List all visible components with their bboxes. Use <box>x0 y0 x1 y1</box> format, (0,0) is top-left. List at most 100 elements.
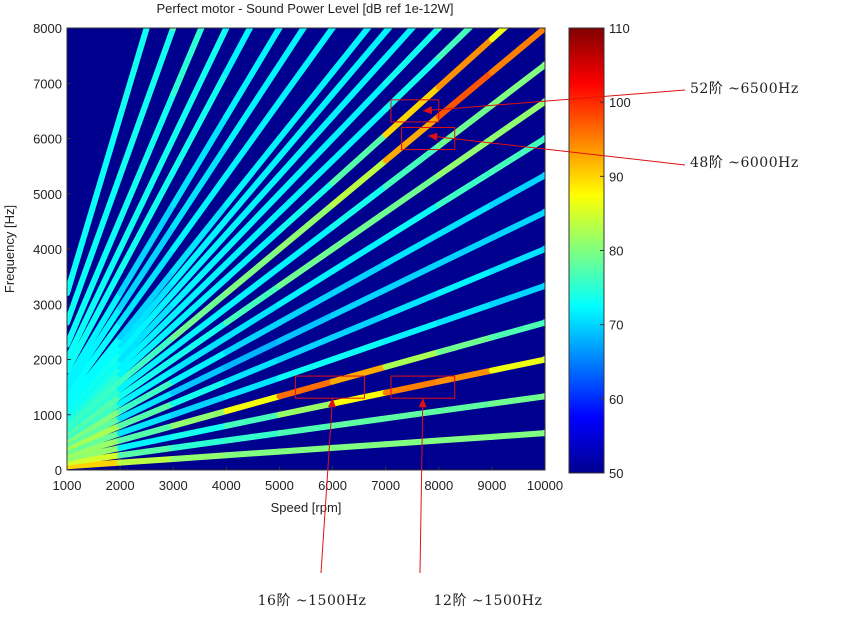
order-segment <box>435 334 495 356</box>
order-segment <box>329 338 389 363</box>
order-line-44 <box>67 61 545 433</box>
annotation-arrowhead <box>422 106 433 115</box>
order-line-4 <box>67 429 545 470</box>
order-segment <box>170 334 230 374</box>
x-axis-label: Speed [rpm] <box>271 500 342 515</box>
order-segment <box>435 135 495 179</box>
x-tick-label: 1000 <box>53 478 82 493</box>
order-segment <box>329 28 389 98</box>
order-segment <box>276 91 336 160</box>
order-segment <box>117 389 177 422</box>
order-segment <box>382 201 442 241</box>
order-segment <box>382 408 442 422</box>
order-segment <box>223 393 283 415</box>
order-segment <box>223 374 283 400</box>
order-segment <box>382 113 442 164</box>
order-segment <box>382 260 442 293</box>
order-segment <box>223 153 283 223</box>
x-tick-label: 9000 <box>477 478 506 493</box>
order-segment <box>382 172 442 216</box>
order-segment <box>488 393 545 407</box>
order-segment <box>170 246 230 308</box>
order-segment <box>67 304 124 392</box>
order-line-68 <box>67 28 393 411</box>
order-segment <box>382 319 442 345</box>
order-segment <box>223 172 283 238</box>
order-segment <box>67 371 124 426</box>
order-segment <box>329 441 389 451</box>
order-segment <box>329 234 389 275</box>
order-segment <box>276 356 336 381</box>
y-tick-label: 4000 <box>33 242 62 257</box>
order-segment <box>170 69 230 175</box>
order-endpoint <box>541 429 545 437</box>
x-axis-ticks: 1000 2000 3000 4000 5000 6000 7000 8000 9000 1000… <box>53 466 563 493</box>
order-line-56 <box>67 28 474 422</box>
annotation-arrowhead <box>428 132 438 141</box>
order-segment <box>117 91 177 223</box>
order-segment <box>488 28 509 43</box>
order-segment <box>170 28 205 98</box>
order-segment <box>382 378 442 396</box>
annotations: 52阶 ~6500Hz 48阶 ~6000Hz 16阶 ~1500Hz 12阶 ~15… <box>258 81 799 609</box>
order-line-32 <box>67 171 545 444</box>
annotation-arrows <box>320 89 686 574</box>
order-segment <box>276 179 336 234</box>
y-tick-label: 5000 <box>33 187 62 202</box>
order-segment <box>329 131 389 186</box>
order-segment <box>435 301 495 326</box>
order-segment <box>67 246 124 363</box>
order-segment <box>170 142 230 230</box>
order-segment <box>67 393 124 437</box>
order-segment <box>117 168 177 275</box>
order-segment <box>117 28 177 179</box>
order-segment <box>223 411 283 429</box>
colorbar-tick-label: 50 <box>609 466 623 481</box>
order-segment <box>170 216 230 286</box>
order-endpoint <box>541 208 545 216</box>
y-tick-label: 3000 <box>33 297 62 312</box>
order-line-40 <box>67 98 545 437</box>
annotation-label: 12阶 ~1500Hz <box>434 593 543 609</box>
order-segment <box>170 113 230 208</box>
order-line-60 <box>67 28 443 418</box>
colorbar-tick-label: 80 <box>609 244 623 259</box>
order-segment <box>67 268 124 374</box>
order-segment <box>67 385 124 433</box>
order-segment <box>276 223 336 271</box>
y-tick-label: 0 <box>55 463 62 478</box>
y-tick-label: 7000 <box>33 76 62 91</box>
order-segment <box>488 135 545 175</box>
order-segment <box>223 301 283 341</box>
order-line-96 <box>67 28 283 385</box>
order-segment <box>276 69 336 142</box>
order-segment <box>329 286 389 319</box>
order-segment <box>435 367 495 385</box>
order-endpoint <box>541 61 545 69</box>
order-segment <box>488 430 545 440</box>
order-segment <box>170 349 230 385</box>
order-segment <box>67 172 124 326</box>
order-segment <box>276 334 336 363</box>
order-line-20 <box>67 282 545 455</box>
order-segment <box>117 433 177 451</box>
x-tick-label: 10000 <box>527 478 563 493</box>
order-segment <box>67 290 124 385</box>
order-segment <box>329 363 389 385</box>
order-line-28 <box>67 208 545 448</box>
order-segment <box>170 363 230 396</box>
order-line-72 <box>67 28 372 407</box>
order-line-108 <box>67 28 254 374</box>
order-segment <box>117 323 177 378</box>
order-segment <box>488 319 545 341</box>
order-line-36 <box>67 135 545 440</box>
order-segment <box>67 437 124 459</box>
order-segment <box>67 422 124 451</box>
order-segment <box>67 444 124 462</box>
order-segment <box>276 157 336 216</box>
colorbar-ticks: 50 60 70 80 90 100 110 <box>600 21 631 481</box>
order-segment <box>276 113 336 179</box>
y-tick-label: 2000 <box>33 353 62 368</box>
order-endpoint <box>541 319 545 327</box>
